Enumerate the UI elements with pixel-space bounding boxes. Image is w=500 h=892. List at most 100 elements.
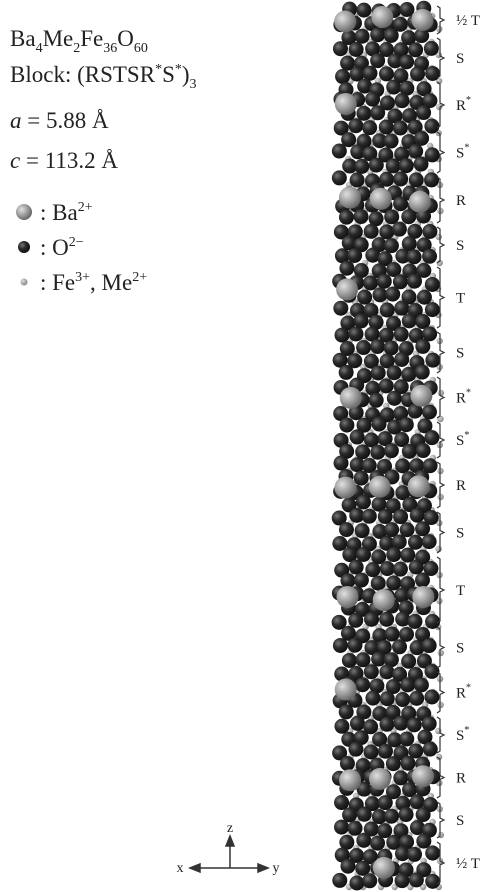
fe-atom (437, 702, 443, 708)
o-atom (387, 391, 402, 406)
o-atom (401, 654, 416, 669)
o-atom (355, 29, 370, 44)
o-atom (422, 224, 437, 239)
o-atom (357, 807, 372, 822)
o-atom (393, 196, 408, 211)
o-atom (332, 144, 347, 159)
block-label-text: S (456, 526, 464, 542)
o-atom (339, 522, 354, 537)
o-atom (425, 277, 440, 292)
o-atom (347, 638, 362, 653)
o-atom (399, 54, 414, 69)
o-atom (384, 28, 399, 43)
bracket (437, 377, 444, 418)
o-atom (425, 874, 440, 889)
o-atom (370, 445, 385, 460)
o-atom (348, 821, 363, 836)
fe-atom (436, 754, 442, 760)
bracket (437, 227, 444, 263)
block-label: ½ T (456, 13, 480, 29)
block-label: S (456, 238, 464, 254)
o-atom (407, 717, 422, 732)
o-atom (422, 638, 437, 653)
ba-atom (369, 476, 391, 498)
o-atom (333, 301, 348, 316)
o-atom (332, 170, 347, 185)
block-label-text: S (456, 813, 464, 829)
o-atom (339, 210, 354, 225)
o-atom (332, 536, 347, 551)
o-atom (364, 744, 379, 759)
block-label-text: S (456, 51, 464, 67)
block-brackets: ½ TSR*S*RSTSR*S*RSTSR*S*RS½ T (437, 6, 480, 884)
o-atom (393, 562, 408, 577)
ba-atom (335, 93, 357, 115)
o-atom (394, 301, 409, 316)
o-atom (379, 717, 394, 732)
o-atom (395, 93, 410, 108)
o-atom (402, 313, 417, 328)
figure: Ba4Me2Fe36O60 Block: (RSTSR*S*)3 a = 5.8… (0, 0, 500, 892)
block-label-text: T (456, 583, 465, 599)
block-label-text: R (456, 771, 466, 787)
block-label-text: R (456, 686, 466, 702)
o-atom (414, 157, 429, 172)
o-atom (379, 378, 394, 393)
block-label-text: S (456, 238, 464, 254)
o-atom (371, 365, 386, 380)
o-atom (339, 835, 354, 850)
o-atom (416, 105, 431, 120)
legend-ba: : Ba2+ (40, 200, 93, 225)
o-atom (380, 303, 395, 318)
legend-o: : O2− (40, 235, 84, 260)
o-atom (356, 833, 371, 848)
block-label: S (456, 346, 464, 362)
axis-x: x (177, 861, 184, 876)
o-atom (339, 261, 354, 276)
o-atom (424, 119, 439, 134)
o-atom (416, 807, 431, 822)
o-atom (401, 756, 416, 771)
o-atom (372, 287, 387, 302)
o-atom (410, 794, 425, 809)
o-atom (386, 756, 401, 771)
o-atom (407, 847, 422, 862)
o-atom (348, 118, 363, 133)
o-atom (422, 534, 437, 549)
o-atom (342, 653, 357, 668)
ba-atom (409, 191, 431, 213)
o-atom (394, 352, 409, 367)
o-atom (333, 41, 348, 56)
axis-z: z (227, 821, 233, 836)
o-atom (414, 131, 429, 146)
o-atom (424, 172, 439, 187)
o-atom (392, 222, 407, 237)
o-atom (384, 238, 399, 253)
ba-atom (334, 10, 356, 32)
o-atom (379, 66, 394, 81)
o-atom (384, 340, 399, 355)
o-atom (409, 172, 424, 187)
o-atom (386, 158, 401, 173)
ba-atom (410, 385, 432, 407)
o-atom (334, 820, 349, 835)
o-atom (425, 66, 440, 81)
o-atom (408, 42, 423, 57)
o-atom (349, 876, 364, 891)
o-atom (339, 704, 354, 719)
o-atom (350, 716, 365, 731)
ba-atom (369, 768, 391, 790)
block-label-mark: * (466, 683, 471, 694)
o-atom (371, 576, 386, 591)
ba-atom (336, 278, 358, 300)
ba-atom (373, 857, 395, 879)
o-atom (340, 859, 355, 874)
o-atom (424, 430, 439, 445)
o-atom (364, 224, 379, 239)
o-atom (399, 807, 414, 822)
o-atom (400, 677, 415, 692)
o-atom (415, 365, 430, 380)
crystal-structure (332, 1, 444, 891)
o-atom (349, 560, 364, 575)
o-atom (365, 691, 380, 706)
